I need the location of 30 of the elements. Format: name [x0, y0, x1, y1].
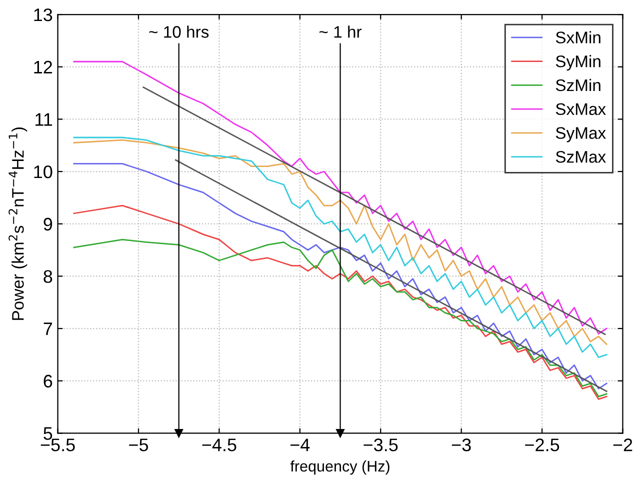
x-tick-label: −2.5 [525, 438, 560, 452]
x-tick-label: −5 [129, 438, 148, 452]
x-tick-label: −3.5 [364, 438, 398, 452]
ref-line-label: ~ 10 hrs [149, 26, 209, 38]
x-tick-label: −4.5 [202, 438, 236, 452]
legend-label: SzMax [556, 150, 606, 163]
x-tick-label: −2 [613, 438, 632, 452]
x-tick-label: −3 [452, 438, 471, 452]
y-tick-label: 7 [44, 322, 52, 336]
y-tick-label: 12 [34, 60, 52, 74]
y-tick-label: 11 [36, 113, 52, 126]
legend-label: SyMax [556, 127, 606, 142]
x-tick-label: −5.5 [40, 438, 75, 452]
legend-label: SyMin [556, 55, 600, 71]
legend-label: SxMin [556, 31, 600, 44]
legend-label: SxMax [556, 103, 606, 116]
text: Power (km$^{2}$s$^{−2}$nT$^{−4}$Hz$^{−1}$) [8, 127, 28, 320]
line-series [73, 204, 608, 400]
line-series [73, 238, 608, 398]
y-tick-label: 10 [34, 165, 52, 178]
x-axis-title: frequency (Hz) [290, 460, 390, 475]
y-tick-label: 9 [44, 218, 52, 231]
y-tick-label: 5 [44, 427, 52, 440]
y-tick-label: 8 [44, 270, 52, 283]
y-tick-label: 6 [44, 374, 52, 388]
ref-line-label: ~ 1 hr [319, 26, 362, 38]
y-tick-label: 13 [34, 8, 52, 22]
x-tick-label: −4 [290, 438, 310, 452]
legend-label: SzMin [556, 78, 600, 92]
line-series [73, 162, 608, 390]
